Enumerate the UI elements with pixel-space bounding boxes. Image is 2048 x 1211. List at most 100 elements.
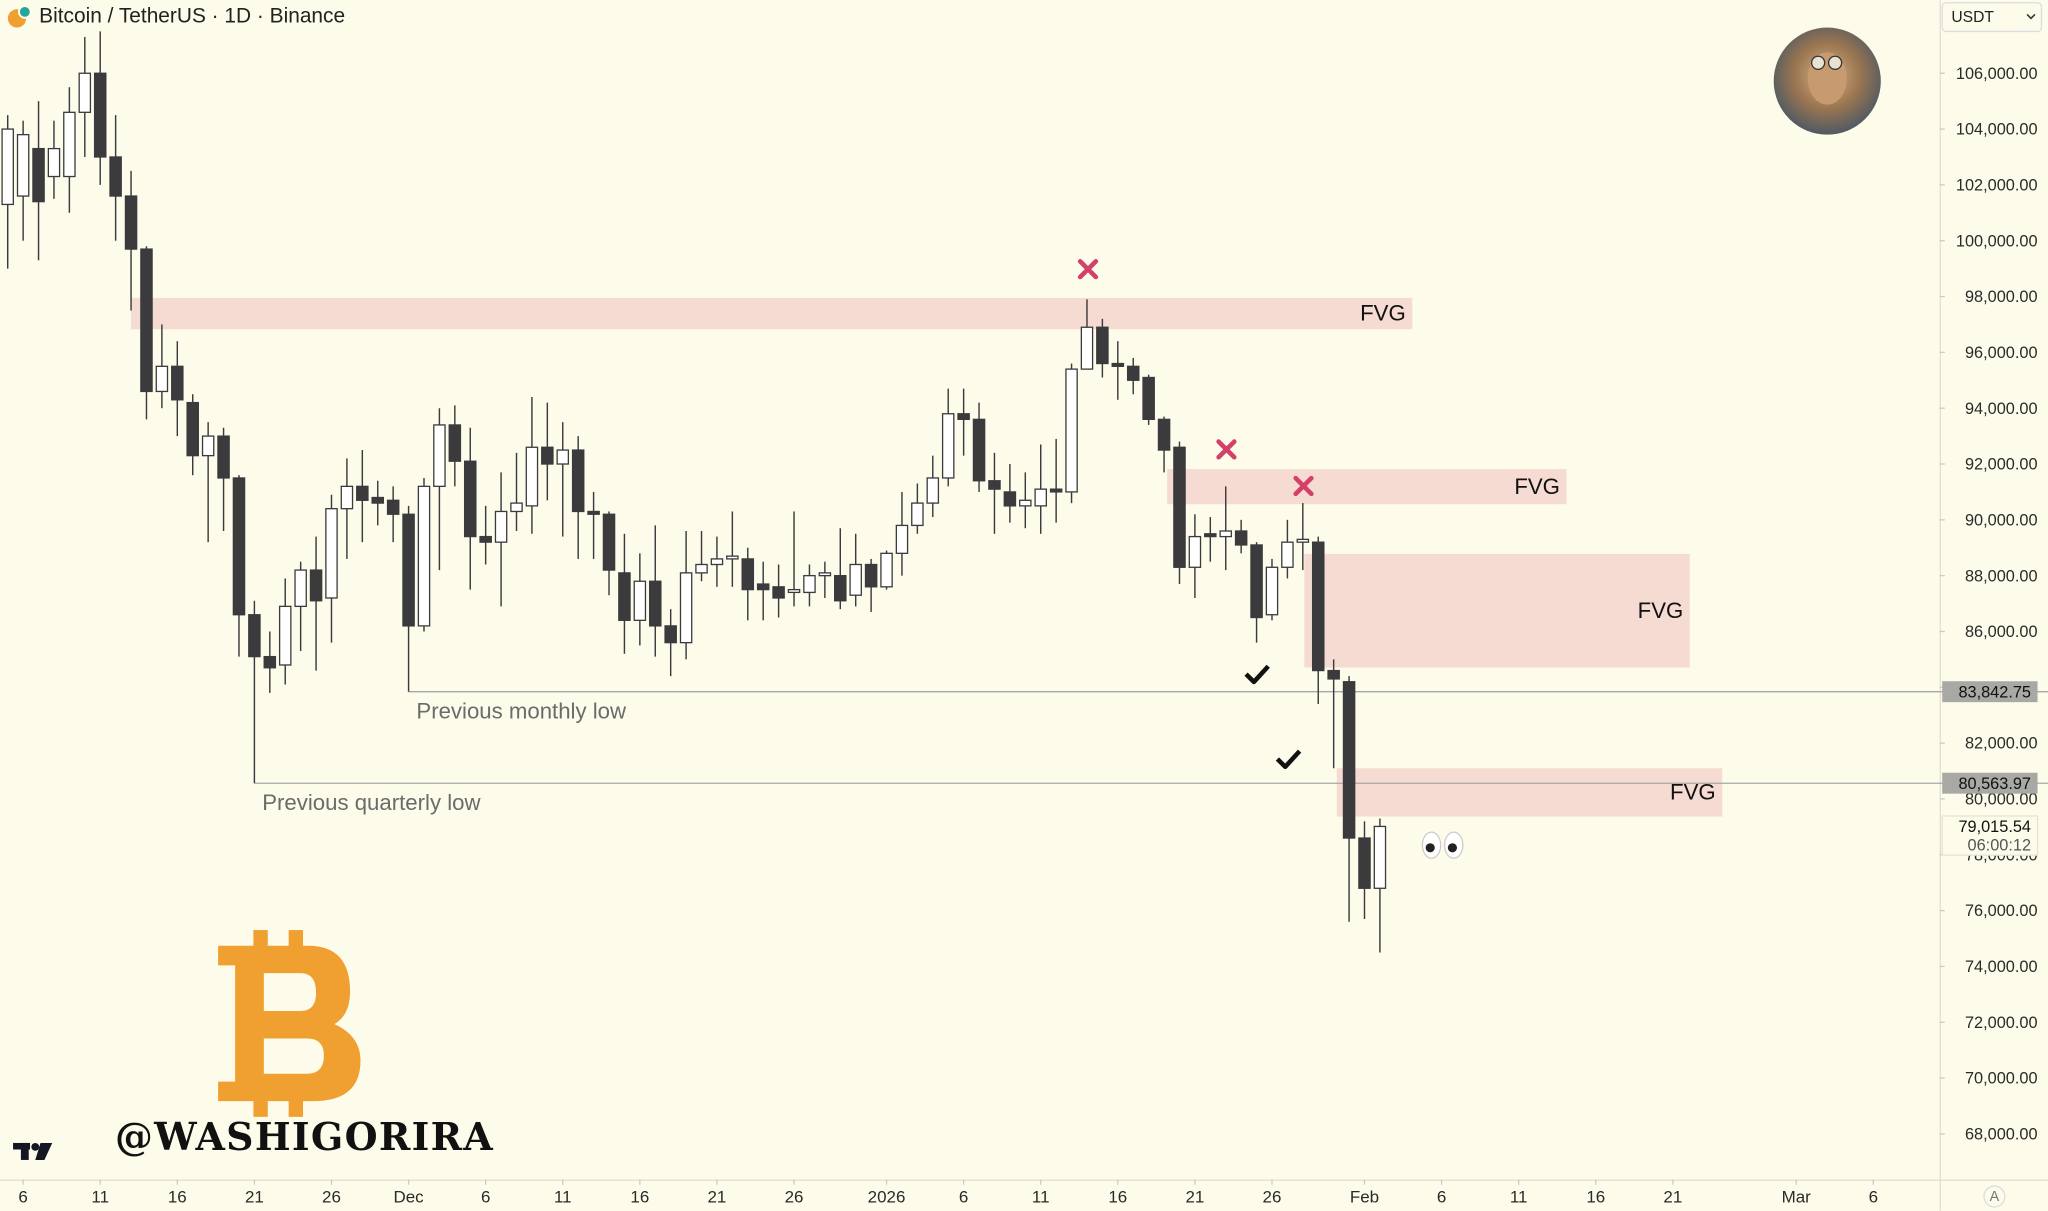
candle-body (479, 535, 492, 543)
fvg-label: FVG (1638, 598, 1684, 623)
candle-body (325, 508, 338, 599)
candle-body (463, 460, 477, 538)
candle-body (140, 248, 153, 393)
x-tick-label: 21 (1185, 1187, 1204, 1206)
candle-body (32, 147, 45, 203)
x-tick-label: 21 (1663, 1187, 1682, 1206)
candle-body (1034, 488, 1047, 507)
last-price-label: 79,015.54 (1958, 818, 2031, 836)
candle-body (587, 510, 600, 515)
candle-body (217, 435, 230, 479)
candle-body (309, 569, 323, 602)
candle-body (278, 605, 292, 666)
y-tick-label: 90,000.00 (1965, 511, 2038, 529)
fvg-zone (1167, 469, 1567, 505)
candle-body (1096, 326, 1109, 365)
candle-body (1003, 491, 1017, 507)
x-tick-label: Dec (393, 1187, 424, 1206)
y-tick-label: 68,000.00 (1965, 1126, 2038, 1144)
candle-body (63, 111, 76, 178)
candle-body (16, 133, 30, 197)
x-tick-label: 26 (322, 1187, 341, 1206)
candle-body (1234, 530, 1248, 546)
candle-body (541, 446, 554, 465)
candle-body (957, 413, 970, 421)
y-tick-label: 72,000.00 (1965, 1014, 2038, 1032)
y-tick-label: 80,000.00 (1965, 791, 2038, 809)
x-tick-label: 21 (245, 1187, 264, 1206)
exchange-icon (17, 5, 32, 19)
x-tick-label: 6 (959, 1187, 968, 1206)
x-tick-label: 6 (1437, 1187, 1446, 1206)
candle-body (155, 365, 169, 393)
candle-body (633, 580, 647, 621)
candle-body (972, 418, 986, 482)
bitcoin-logo (218, 930, 361, 1117)
y-tick-label: 98,000.00 (1965, 288, 2038, 306)
candle-body (417, 485, 431, 627)
candle-body (186, 401, 199, 457)
x-tick-label: 16 (630, 1187, 649, 1206)
candle-body (849, 563, 862, 596)
candle-body (525, 446, 539, 507)
currency-selector[interactable] (1941, 2, 2043, 33)
x-tick-label: Mar (1782, 1187, 1812, 1206)
candle-body (171, 365, 184, 401)
candle-body (1342, 681, 1356, 839)
watermark: @WASHIGORIRA (115, 1114, 494, 1159)
candle-body (93, 72, 107, 158)
candle-body (109, 156, 122, 197)
x-tick-label: 26 (785, 1187, 804, 1206)
y-tick-label: 70,000.00 (1965, 1070, 2038, 1088)
candle-body (294, 569, 307, 608)
candle-body (756, 583, 770, 591)
candle-body (1157, 418, 1171, 451)
candle-body (1019, 499, 1032, 507)
scale-button-label[interactable]: A (1990, 1189, 2000, 1205)
candle-body (494, 510, 508, 543)
cross-markers (1077, 259, 1314, 497)
chart-title: Bitcoin / TetherUS · 1D · Binance (39, 5, 345, 28)
y-tick-label: 76,000.00 (1965, 902, 2038, 920)
candle-body (386, 499, 400, 515)
candle-body (895, 524, 909, 554)
candle-body (1142, 376, 1155, 421)
candle-body (232, 477, 246, 616)
candle-body (1358, 837, 1371, 889)
y-tick-label: 88,000.00 (1965, 567, 2038, 585)
candle-body (926, 477, 940, 504)
candle-body (402, 513, 415, 627)
x-tick-label: 11 (91, 1187, 109, 1206)
candle-body (571, 449, 585, 513)
candle-body (679, 572, 693, 644)
y-tick-label: 100,000.00 (1956, 232, 2038, 250)
y-tick-label: 96,000.00 (1965, 344, 2038, 362)
currency-label[interactable]: USDT (1951, 9, 1994, 26)
candle-body (1188, 535, 1202, 568)
x-tick-label: 6 (1869, 1187, 1878, 1206)
candle-body (1373, 825, 1387, 889)
fvg-label: FVG (1514, 474, 1560, 499)
candle-body (864, 563, 878, 588)
candle-body (695, 563, 708, 574)
x-tick-label: 26 (1263, 1187, 1282, 1206)
currency-chevron (2026, 13, 2036, 20)
candle-body (1219, 530, 1233, 538)
candle-body (248, 614, 261, 658)
candle-body (941, 413, 955, 479)
candle-body (1111, 362, 1125, 367)
x-tick-label: Feb (1350, 1187, 1379, 1206)
avatar-glasses (1810, 55, 1826, 70)
y-tick-label: 104,000.00 (1956, 121, 2038, 139)
y-tick-label: 102,000.00 (1956, 177, 2038, 195)
scale-button[interactable] (1983, 1185, 2006, 1208)
candle-body (834, 575, 847, 602)
y-tick-label: 106,000.00 (1956, 65, 2038, 83)
candle-body (1327, 669, 1340, 680)
candle-body (664, 625, 677, 644)
candle-body (201, 435, 215, 457)
candle-body (556, 449, 570, 465)
candle-body (78, 72, 92, 113)
